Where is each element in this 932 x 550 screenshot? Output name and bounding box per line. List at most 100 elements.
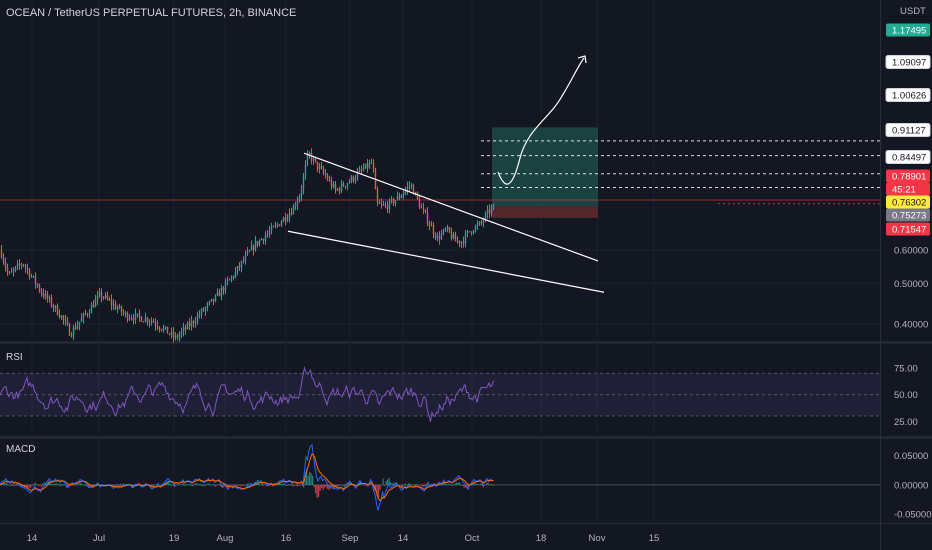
candle-body bbox=[136, 313, 139, 315]
candle-body bbox=[208, 301, 211, 304]
macd-histogram-bar bbox=[399, 484, 401, 486]
macd-histogram-bar bbox=[390, 482, 392, 485]
macd-histogram-bar bbox=[151, 484, 153, 488]
macd-histogram-bar bbox=[487, 482, 489, 485]
candle-body bbox=[392, 198, 395, 204]
candle-body bbox=[134, 313, 137, 321]
macd-histogram-bar bbox=[442, 483, 444, 485]
macd-histogram-bar bbox=[388, 477, 390, 485]
candle-body bbox=[62, 315, 65, 320]
candle-body bbox=[176, 335, 179, 338]
candle-body bbox=[416, 192, 419, 199]
macd-histogram-bar bbox=[193, 484, 195, 486]
candle-body bbox=[308, 152, 311, 154]
candle-body bbox=[124, 312, 127, 314]
macd-histogram-bar bbox=[364, 484, 366, 486]
macd-histogram-bar bbox=[412, 484, 414, 486]
macd-histogram-bar bbox=[247, 482, 249, 485]
candle-body bbox=[132, 318, 135, 321]
candle-body bbox=[70, 335, 73, 337]
macd-histogram-bar bbox=[325, 484, 327, 488]
candle-body bbox=[286, 218, 289, 221]
macd-histogram-bar bbox=[13, 484, 15, 487]
macd-histogram-bar bbox=[244, 484, 246, 486]
macd-histogram-bar bbox=[333, 484, 335, 489]
candle-body bbox=[432, 225, 435, 234]
price-badge bbox=[885, 150, 931, 164]
candle-body bbox=[326, 175, 329, 180]
candle-body bbox=[24, 265, 27, 268]
candle-body bbox=[68, 324, 71, 336]
macd-histogram-bar bbox=[300, 484, 302, 486]
macd-histogram-bar bbox=[310, 473, 312, 485]
rsi-tick-label: 75.00 bbox=[894, 364, 918, 375]
macd-histogram-bar bbox=[6, 482, 8, 485]
candle-body bbox=[466, 231, 469, 234]
candle-body bbox=[306, 153, 309, 165]
time-tick-label: Jul bbox=[93, 533, 105, 544]
macd-histogram-bar bbox=[123, 483, 125, 485]
projection-arrowhead bbox=[577, 55, 587, 64]
candle-body bbox=[394, 200, 397, 204]
price-badge-label: 1.00626 bbox=[892, 91, 926, 102]
candle-body bbox=[78, 321, 81, 326]
candle-body bbox=[266, 233, 269, 236]
candle-body bbox=[304, 164, 307, 176]
macd-histogram-bar bbox=[102, 484, 104, 485]
candle-body bbox=[186, 322, 189, 330]
wedge-lower-trendline bbox=[287, 230, 605, 293]
candle-body bbox=[180, 331, 183, 335]
candle-body bbox=[204, 307, 207, 311]
wedge-upper-trendline bbox=[303, 152, 599, 262]
candle-body bbox=[340, 183, 343, 192]
macd-histogram-bar bbox=[406, 484, 408, 486]
macd-histogram-bar bbox=[297, 484, 299, 487]
candle-body bbox=[140, 316, 143, 322]
candle-body bbox=[42, 293, 45, 297]
macd-histogram-bar bbox=[204, 484, 206, 487]
macd-histogram-bar bbox=[211, 484, 213, 486]
macd-tick-label: -0.05000 bbox=[894, 510, 932, 521]
candle-body bbox=[418, 198, 421, 208]
time-tick-label: Sep bbox=[342, 533, 359, 544]
candle-body bbox=[156, 325, 159, 328]
macd-histogram-bar bbox=[319, 484, 321, 492]
candle-body bbox=[478, 222, 481, 225]
macd-histogram-bar bbox=[198, 484, 200, 485]
macd-histogram-bar bbox=[267, 484, 269, 487]
macd-histogram-bar bbox=[117, 484, 119, 485]
candle-body bbox=[148, 321, 151, 323]
candle-body bbox=[462, 241, 465, 244]
macd-histogram-bar bbox=[276, 484, 278, 486]
currency-label: USDT bbox=[900, 6, 926, 17]
candle-body bbox=[154, 322, 157, 326]
macd-histogram-bar bbox=[262, 484, 264, 486]
macd-histogram-bar bbox=[447, 484, 449, 486]
macd-signal-line bbox=[0, 453, 494, 501]
macd-histogram-bar bbox=[291, 484, 293, 486]
rsi-tick-label: 50.00 bbox=[894, 390, 918, 401]
candle-body bbox=[376, 189, 379, 203]
macd-histogram-bar bbox=[493, 484, 495, 486]
macd-histogram-bar bbox=[384, 484, 386, 486]
macd-histogram-bar bbox=[234, 484, 236, 486]
macd-histogram-bar bbox=[462, 484, 464, 486]
macd-histogram-bar bbox=[423, 484, 425, 487]
candle-body bbox=[110, 299, 113, 305]
macd-histogram-bar bbox=[222, 484, 224, 489]
macd-histogram-bar bbox=[382, 478, 384, 485]
candle-body bbox=[242, 260, 245, 262]
macd-histogram-bar bbox=[264, 484, 266, 486]
candle-body bbox=[276, 224, 279, 226]
candle-body bbox=[278, 224, 281, 226]
macd-histogram-bar bbox=[73, 484, 75, 486]
macd-histogram-bar bbox=[289, 484, 291, 485]
macd-histogram-bar bbox=[321, 484, 323, 489]
macd-histogram-bar bbox=[282, 483, 284, 485]
candle-body bbox=[112, 303, 115, 305]
macd-histogram-bar bbox=[379, 484, 381, 490]
candle-body bbox=[88, 313, 91, 315]
macd-histogram-bar bbox=[429, 484, 431, 485]
candle-body bbox=[364, 163, 367, 169]
